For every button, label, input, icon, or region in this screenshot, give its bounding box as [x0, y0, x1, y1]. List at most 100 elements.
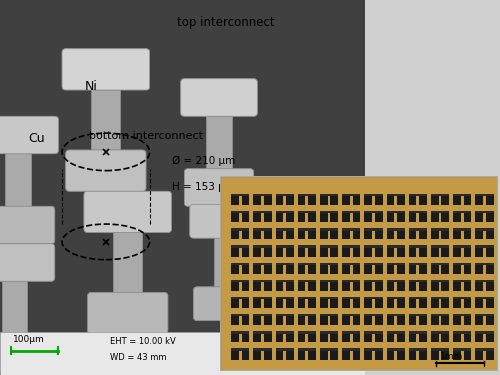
Bar	[431, 349, 438, 360]
Bar	[352, 263, 360, 274]
Bar	[308, 194, 316, 205]
Bar	[419, 229, 427, 239]
Bar	[486, 297, 494, 308]
Bar	[276, 211, 283, 222]
Bar	[375, 315, 382, 325]
Bar	[298, 297, 306, 308]
Bar	[431, 348, 449, 351]
Bar	[442, 315, 449, 325]
FancyBboxPatch shape	[0, 244, 55, 281]
FancyBboxPatch shape	[194, 287, 259, 321]
Bar	[431, 280, 438, 291]
Bar	[242, 349, 250, 360]
Bar	[453, 315, 461, 325]
Bar	[264, 246, 272, 256]
Bar	[476, 332, 483, 342]
FancyBboxPatch shape	[0, 116, 58, 154]
FancyBboxPatch shape	[0, 116, 58, 154]
Bar	[386, 332, 394, 342]
Bar	[276, 194, 283, 205]
Bar	[419, 280, 427, 291]
Bar	[286, 349, 294, 360]
Bar	[464, 246, 471, 256]
Bar	[231, 348, 250, 351]
Bar	[231, 194, 239, 205]
Bar	[286, 315, 294, 325]
Bar	[264, 211, 272, 222]
Bar	[431, 314, 449, 316]
Bar	[6, 150, 31, 210]
Bar	[298, 349, 306, 360]
Bar	[320, 246, 328, 256]
Bar	[453, 229, 461, 239]
Bar	[408, 229, 416, 239]
Bar	[431, 211, 438, 222]
Bar	[320, 262, 338, 265]
Bar	[276, 314, 294, 316]
Bar	[386, 211, 405, 213]
Bar	[298, 262, 316, 265]
Bar	[342, 262, 360, 265]
Bar	[453, 246, 471, 248]
Bar	[2, 278, 28, 338]
FancyBboxPatch shape	[0, 206, 55, 244]
Bar	[242, 263, 250, 274]
Bar	[308, 332, 316, 342]
Bar	[298, 280, 306, 291]
Bar	[386, 194, 405, 196]
Bar	[320, 246, 338, 248]
Bar	[231, 263, 239, 274]
Bar	[442, 194, 449, 205]
Bar	[308, 229, 316, 239]
Bar	[320, 349, 328, 360]
Bar	[242, 315, 250, 325]
Bar	[386, 211, 394, 222]
Bar	[453, 314, 471, 316]
Text: Ni: Ni	[85, 80, 98, 93]
Bar	[375, 349, 382, 360]
Bar	[320, 211, 328, 222]
Bar	[342, 211, 350, 222]
Bar	[330, 194, 338, 205]
Bar	[254, 194, 261, 205]
Bar	[486, 349, 494, 360]
Bar	[476, 262, 494, 265]
Bar	[231, 297, 239, 308]
FancyBboxPatch shape	[84, 191, 172, 232]
Bar	[231, 211, 239, 222]
FancyBboxPatch shape	[0, 244, 55, 281]
Bar	[276, 349, 283, 360]
Bar	[254, 280, 272, 282]
Bar	[408, 246, 427, 248]
Bar	[242, 194, 250, 205]
Bar	[486, 211, 494, 222]
Bar	[320, 228, 338, 231]
Bar	[320, 194, 328, 205]
Bar	[375, 229, 382, 239]
Bar	[386, 229, 394, 239]
Bar	[91, 86, 120, 154]
Bar	[486, 280, 494, 291]
Bar	[453, 349, 461, 360]
Bar	[364, 297, 372, 308]
Bar	[364, 229, 372, 239]
Text: top interconnect: top interconnect	[178, 16, 275, 29]
Bar	[364, 315, 372, 325]
Bar	[342, 211, 360, 213]
Bar	[464, 332, 471, 342]
Bar	[352, 194, 360, 205]
Bar	[276, 229, 283, 239]
Bar	[397, 194, 405, 205]
Bar	[464, 349, 471, 360]
Bar	[431, 194, 438, 205]
Bar	[298, 228, 316, 231]
Bar	[442, 349, 449, 360]
Bar	[397, 246, 405, 256]
Bar	[453, 297, 471, 299]
Bar	[364, 263, 372, 274]
Bar	[364, 331, 382, 334]
Bar	[453, 297, 461, 308]
Bar	[214, 234, 239, 291]
Bar	[342, 297, 350, 308]
Bar	[386, 314, 405, 316]
